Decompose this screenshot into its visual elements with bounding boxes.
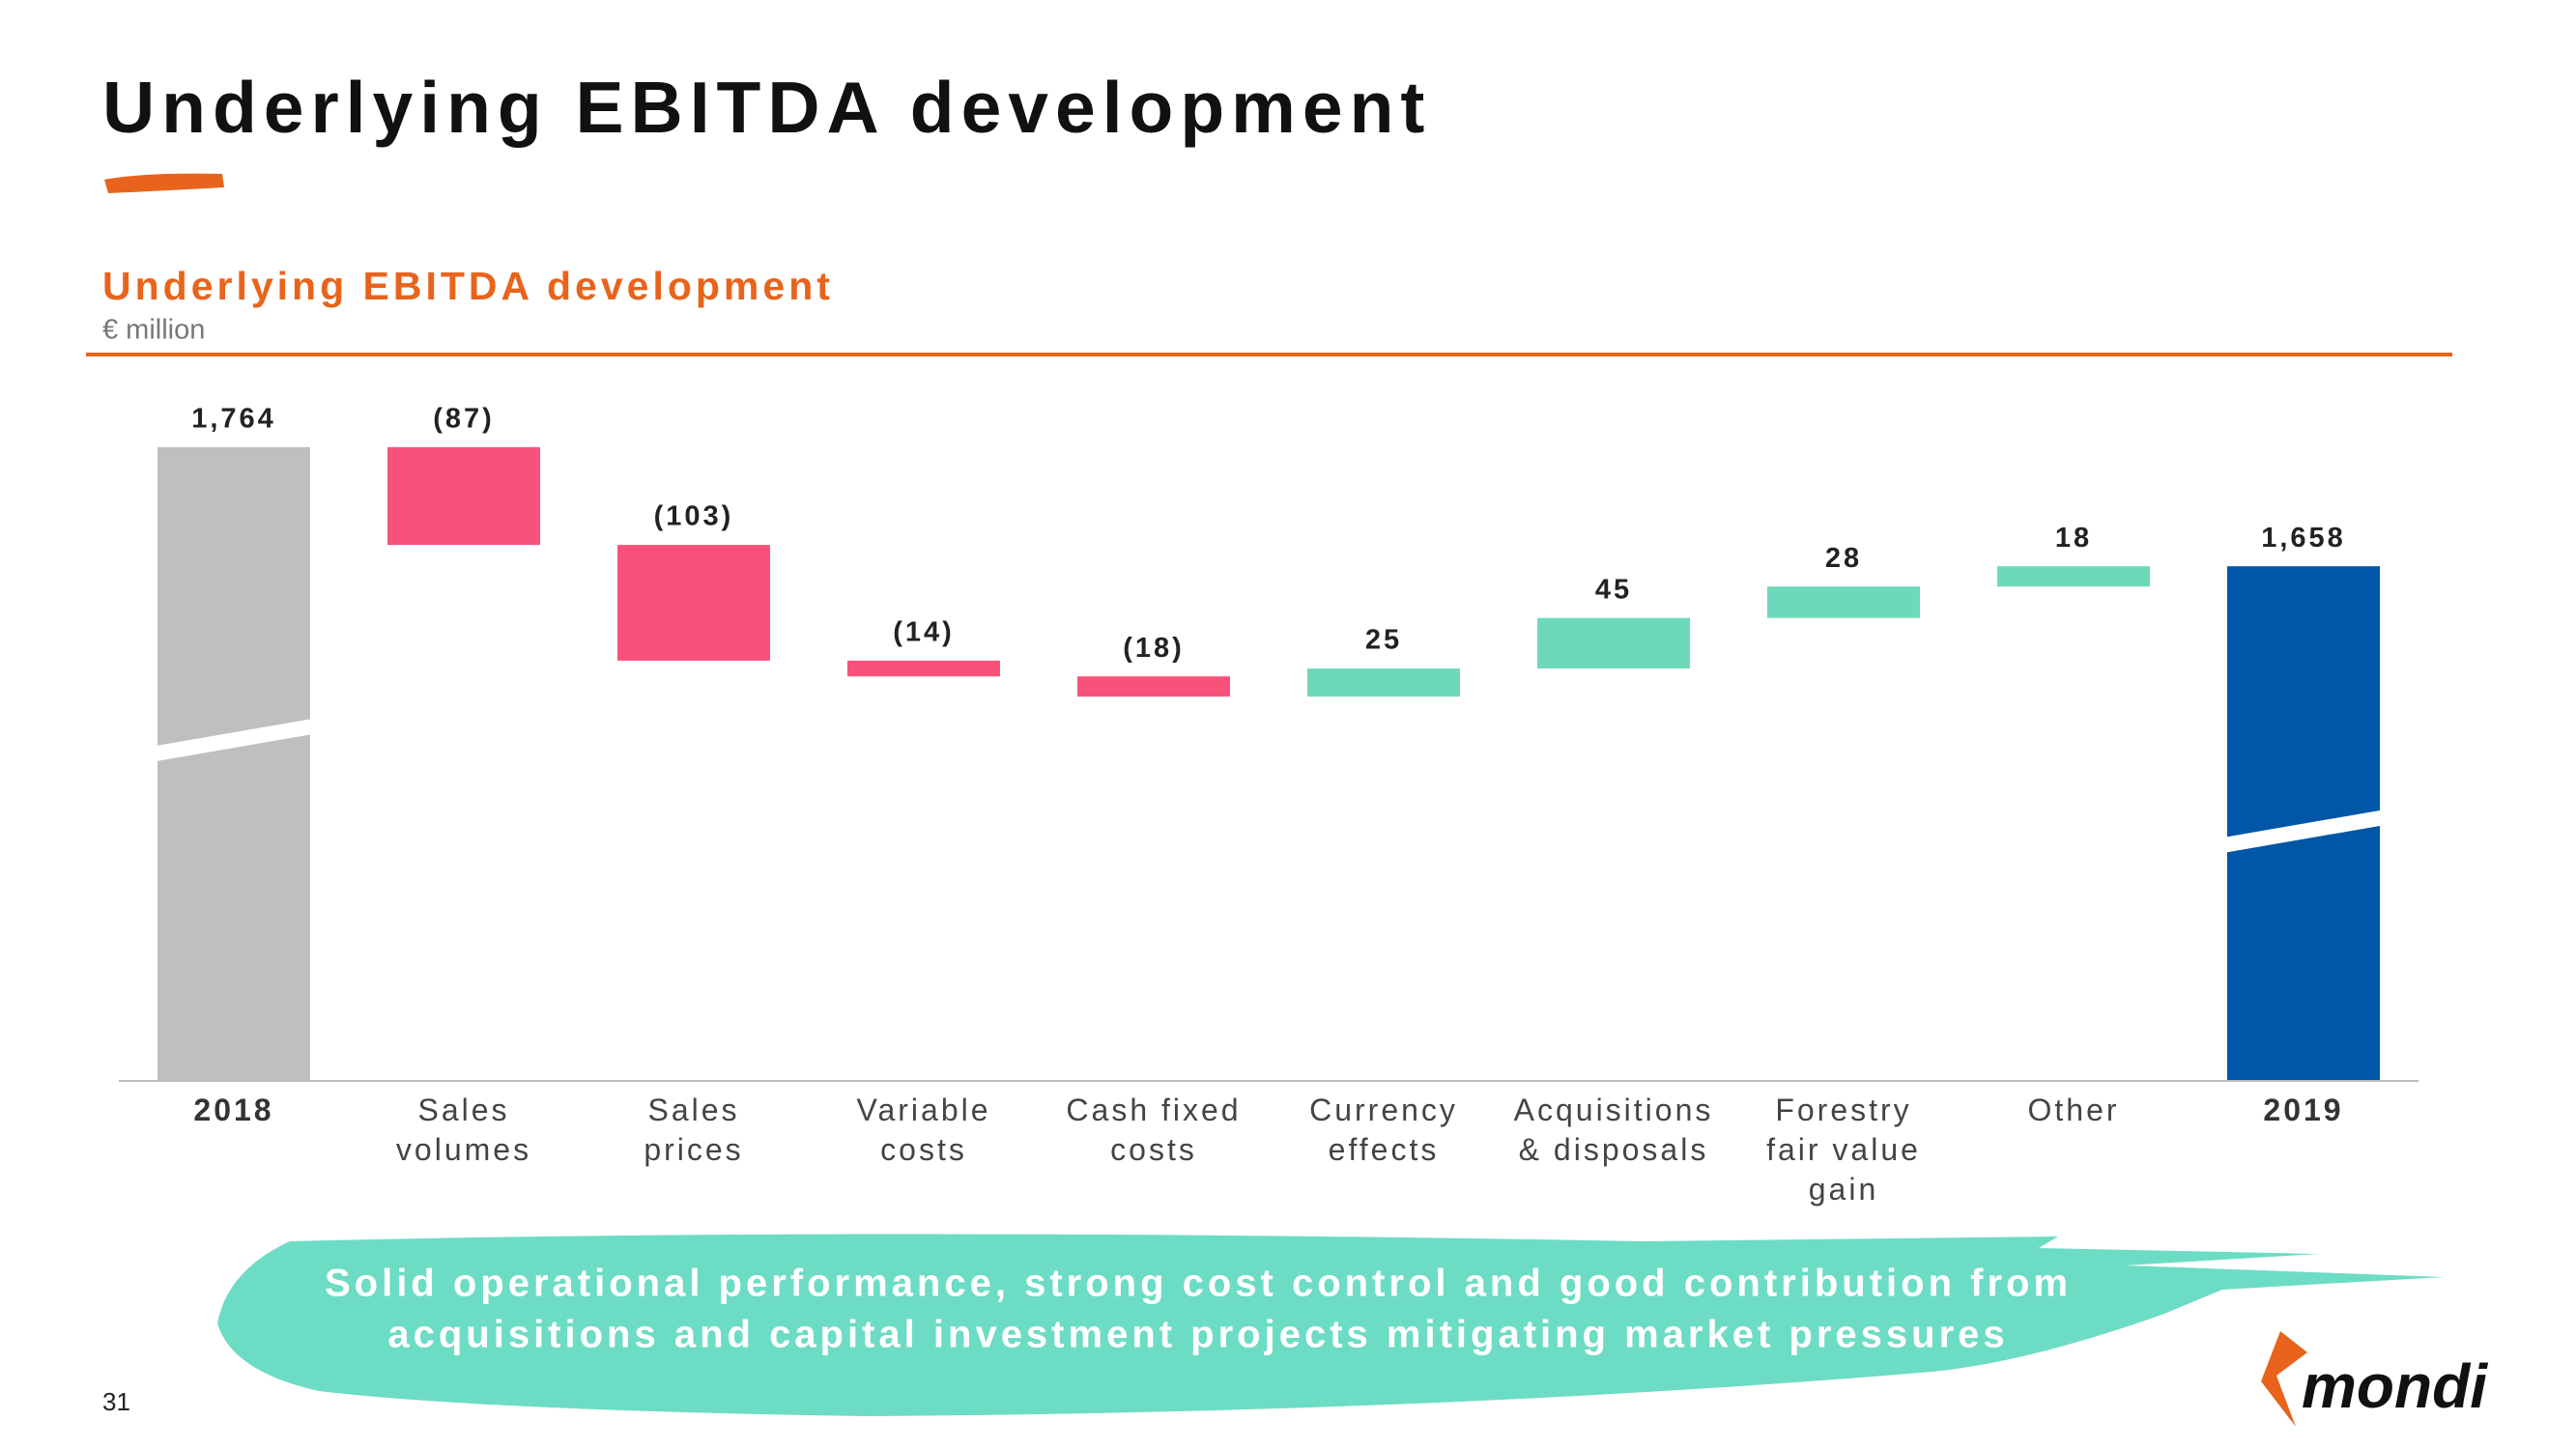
x-tick-label: 2018 <box>193 1093 273 1127</box>
axis-break <box>156 719 312 762</box>
x-tick-label: 2019 <box>2263 1093 2343 1127</box>
x-tick-label: Other <box>2027 1093 2119 1127</box>
banner-text: Solid operational performance, strong co… <box>325 1263 2072 1305</box>
page-number: 31 <box>102 1387 130 1416</box>
logo: mondi <box>2302 1351 2488 1421</box>
bar <box>1767 586 1920 618</box>
x-tick-label: Acquisitions & disposals <box>1514 1093 1714 1167</box>
value-label: 45 <box>1595 574 1632 605</box>
bar <box>1537 617 1690 669</box>
title-underline <box>104 173 224 193</box>
bar <box>847 660 1000 677</box>
bar <box>1997 566 2150 587</box>
bar <box>617 545 770 661</box>
value-label: (87) <box>433 404 495 435</box>
banner-brush <box>217 1234 2445 1416</box>
value-label: 18 <box>2055 523 2092 554</box>
bar <box>1307 668 1460 697</box>
chart-title: Underlying EBITDA development <box>102 264 834 308</box>
bar <box>387 446 540 546</box>
x-tick-label: Cash fixed costs <box>1066 1093 1241 1167</box>
value-label: 1,764 <box>191 404 276 435</box>
value-label: (103) <box>654 501 734 532</box>
value-label: 28 <box>1825 543 1862 574</box>
chart-unit: € million <box>102 315 205 346</box>
banner-text: acquisitions and capital investment proj… <box>387 1314 2008 1356</box>
x-tick-label: Sales prices <box>644 1093 743 1167</box>
value-label: (18) <box>1123 633 1185 664</box>
x-tick-label: Variable costs <box>856 1093 990 1167</box>
x-tick-label: Currency effects <box>1309 1093 1458 1167</box>
x-tick-label: Sales volumes <box>396 1093 531 1167</box>
x-tick-label: Forestry fair value gain <box>1766 1093 1921 1207</box>
value-label: (14) <box>893 617 955 648</box>
bar <box>1077 676 1230 697</box>
logo-mark <box>2261 1331 2307 1427</box>
bar <box>157 446 310 1081</box>
value-label: 1,658 <box>2261 523 2346 554</box>
value-label: 25 <box>1365 625 1402 656</box>
axis-break <box>2225 810 2382 853</box>
slide-title: Underlying EBITDA development <box>102 67 1431 148</box>
